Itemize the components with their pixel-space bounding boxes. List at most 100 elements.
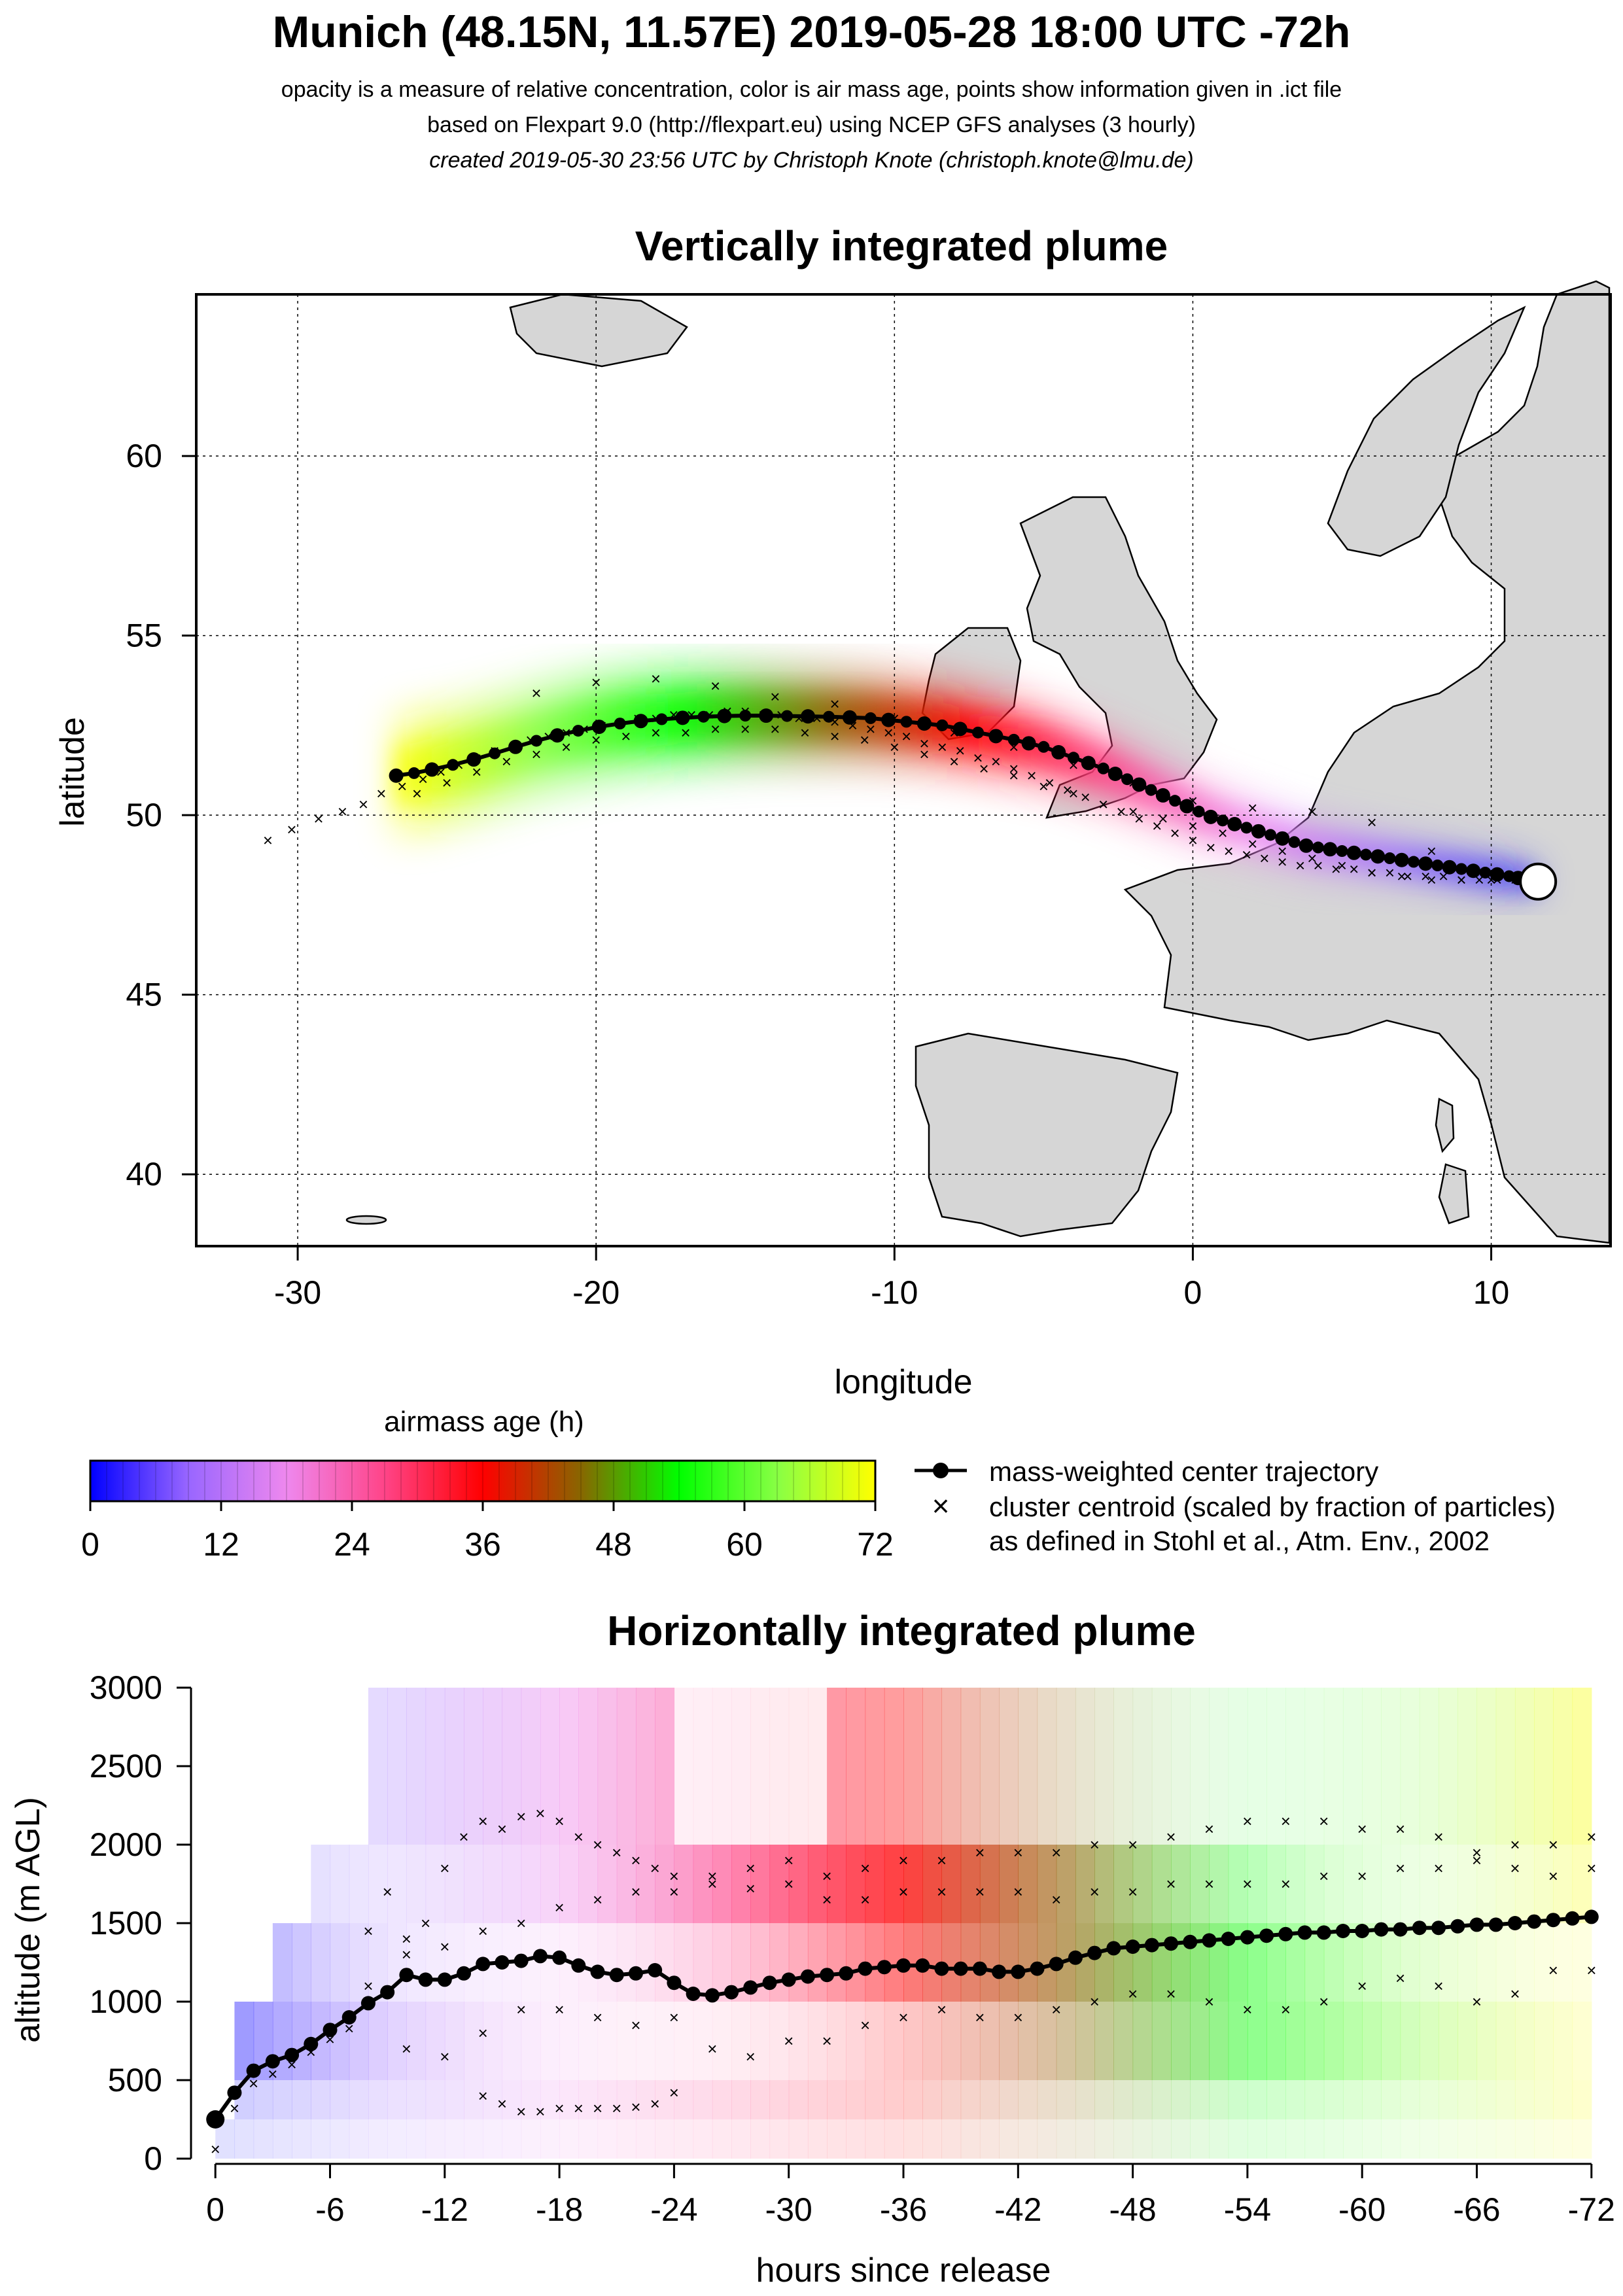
profile-trajectory-point: [206, 2110, 225, 2129]
map-cluster-point: ×: [1421, 866, 1431, 886]
map-cluster-point: ×: [1152, 816, 1162, 836]
profile-cluster-point: ×: [612, 2098, 621, 2118]
profile-concentration-cell: [979, 2119, 1000, 2159]
profile-cluster-point: ×: [1166, 1827, 1176, 1847]
map-trajectory-point: [1418, 856, 1433, 871]
profile-x-tick-label: -42: [994, 2191, 1041, 2228]
profile-concentration-cell: [807, 1845, 828, 1923]
map-xlabel: longitude: [834, 1363, 972, 1401]
profile-concentration-cell: [712, 2080, 732, 2119]
profile-cluster-point: ×: [707, 2039, 717, 2059]
profile-concentration-cell: [1362, 1845, 1382, 1923]
profile-concentration-cell: [712, 2119, 732, 2159]
profile-concentration-cell: [884, 2002, 904, 2080]
profile-trajectory-point: [1164, 1936, 1179, 1951]
profile-concentration-cell: [1094, 1688, 1114, 1845]
profile-concentration-cell: [999, 2002, 1019, 2080]
profile-concentration-cell: [1534, 1688, 1554, 1845]
profile-concentration-cell: [1094, 1923, 1114, 2002]
profile-concentration-cell: [616, 2002, 637, 2080]
map-cluster-point: ×: [991, 752, 1001, 771]
map-cluster-point: ×: [1367, 863, 1377, 882]
profile-cluster-point: ×: [1051, 1890, 1061, 1909]
profile-y-tick-label: 2000: [90, 1826, 162, 1863]
profile-concentration-cell: [884, 2119, 904, 2159]
profile-concentration-cell: [750, 1688, 771, 1845]
profile-concentration-cell: [635, 1845, 655, 1923]
profile-concentration-cell: [712, 1845, 732, 1923]
profile-concentration-cell: [807, 1688, 828, 1845]
profile-trajectory: [206, 1909, 1599, 2129]
profile-concentration-cell: [1075, 2002, 1095, 2080]
map-trajectory-point: [916, 716, 932, 731]
map-trajectory-point: [655, 713, 668, 725]
profile-concentration-cell: [521, 1845, 541, 1923]
profile-cluster-point: ×: [1586, 1960, 1596, 1980]
profile-concentration-cell: [865, 1688, 885, 1845]
map-cluster-point: ×: [1367, 812, 1377, 832]
profile-concentration-cell: [483, 1845, 503, 1923]
map-cluster-point: ×: [621, 726, 631, 746]
map-trajectory-point: [1132, 777, 1147, 792]
profile-concentration-cell: [311, 1923, 331, 2002]
profile-trajectory-point: [1125, 1939, 1140, 1954]
map-trajectory-point: [717, 708, 732, 723]
profile-cluster-point: ×: [1395, 1968, 1405, 1988]
profile-concentration-cell: [272, 1923, 292, 2002]
profile-cluster-point: ×: [363, 1921, 373, 1941]
profile-concentration-cell: [807, 2119, 828, 2159]
profile-concentration-cell: [1228, 2119, 1248, 2159]
map-y-tick-label: 60: [126, 438, 162, 474]
profile-concentration-cell: [1190, 1688, 1210, 1845]
colorbar-ticks: 0 12 24 36 48 60 72: [81, 1501, 894, 1563]
profile-concentration-cell: [616, 2119, 637, 2159]
profile-concentration-cell: [1209, 2119, 1229, 2159]
profile-concentration-cell: [597, 1923, 618, 2002]
profile-x-tick-label: -36: [880, 2191, 927, 2228]
map-cluster-point: ×: [919, 744, 929, 764]
profile-cluster-point: ×: [1548, 1835, 1558, 1854]
profile-concentration-cell: [903, 2119, 923, 2159]
profile-cluster-point: ×: [1013, 1882, 1023, 1902]
profile-y-tick-label: 1000: [90, 1983, 162, 2020]
profile-concentration-cell: [1457, 1845, 1478, 1923]
profile-concentration-cell: [1190, 2119, 1210, 2159]
profile-concentration-cell: [731, 1688, 751, 1845]
profile-cluster-point: ×: [574, 2098, 584, 2118]
profile-concentration-cell: [483, 2080, 503, 2119]
profile-trajectory-point: [1431, 1921, 1446, 1936]
profile-concentration-cell: [788, 2080, 809, 2119]
map-cluster-point: ×: [1217, 824, 1227, 843]
profile-trajectory-point: [1068, 1950, 1083, 1965]
profile-cluster-point: ×: [1090, 1992, 1100, 2011]
profile-cluster-point: ×: [1357, 1866, 1367, 1886]
profile-concentration-cell: [1514, 2080, 1535, 2119]
profile-cluster-point: ×: [631, 2097, 640, 2117]
profile-cluster-point: ×: [1357, 1976, 1367, 1996]
profile-y-tick-label: 1500: [90, 1905, 162, 1941]
profile-concentration-cell: [1495, 2119, 1516, 2159]
profile-concentration-cell: [1304, 2002, 1325, 2080]
profile-concentration-cell: [1419, 1845, 1439, 1923]
map-trajectory-point: [1007, 733, 1020, 746]
profile-concentration-cell: [941, 2119, 962, 2159]
profile-y-axis: 0 500 1000 1500 2000 2500 3000: [90, 1669, 192, 2177]
profile-concentration-cell: [1209, 2002, 1229, 2080]
map-cluster-point: ×: [287, 820, 296, 839]
profile-concentration-cell: [865, 2080, 885, 2119]
profile-concentration-cell: [1381, 1845, 1401, 1923]
profile-concentration-cell: [425, 2080, 445, 2119]
profile-concentration-cell: [1342, 2080, 1363, 2119]
map-cluster-point: ×: [1367, 863, 1377, 882]
profile-concentration-cell: [521, 2080, 541, 2119]
profile-concentration-cell: [693, 1688, 713, 1845]
map-cluster-point: ×: [591, 730, 601, 750]
profile-concentration-cell: [578, 2080, 599, 2119]
profile-concentration-cell: [1514, 1845, 1535, 1923]
map-trajectory-point: [633, 714, 648, 729]
profile-concentration-cell: [1572, 2080, 1592, 2119]
map-cluster-point: ×: [829, 694, 839, 714]
profile-concentration-cell: [1056, 2119, 1076, 2159]
map-cluster-point: ×: [1307, 802, 1317, 822]
map-cluster-point: ×: [1188, 831, 1198, 850]
